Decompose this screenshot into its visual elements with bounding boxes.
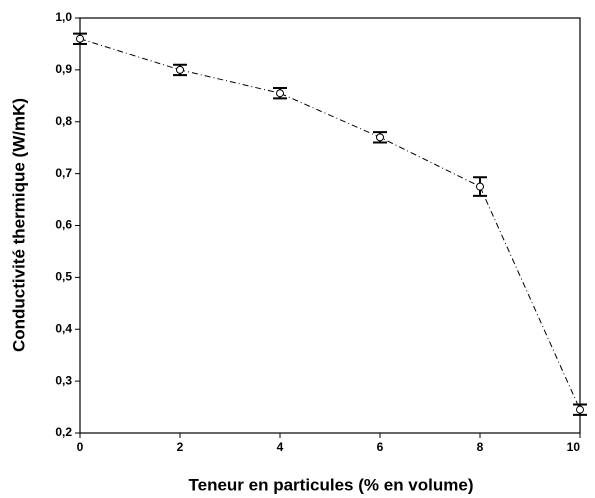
plot-frame — [79, 17, 581, 434]
y-axis-title: Conductivité thermique (W/mK) — [9, 98, 28, 352]
y-tick-label: 0,9 — [55, 62, 72, 76]
y-tick-label: 0,5 — [55, 270, 72, 284]
y-tick-label: 0,8 — [55, 114, 72, 128]
x-axis-title: Teneur en particules (% en volume) — [189, 475, 474, 494]
y-tick-label: 0,2 — [55, 425, 72, 439]
data-point — [576, 405, 584, 414]
x-tick-label: 6 — [377, 440, 384, 454]
data-point — [176, 65, 184, 74]
data-point — [76, 34, 84, 43]
x-tick-label: 10 — [567, 440, 581, 454]
data-point — [476, 182, 484, 191]
y-tick-label: 0,7 — [55, 166, 72, 180]
x-tick-label: 0 — [77, 440, 84, 454]
data-point — [276, 89, 284, 98]
data-point — [376, 133, 384, 142]
data-line — [79, 38, 581, 410]
y-tick-label: 0,4 — [55, 321, 72, 335]
y-tick-label: 1,0 — [55, 10, 72, 24]
x-tick-label: 4 — [277, 440, 284, 454]
x-tick-label: 8 — [477, 440, 484, 454]
y-tick-label: 0,6 — [55, 218, 72, 232]
y-tick-label: 0,3 — [55, 373, 72, 387]
x-tick-label: 2 — [177, 440, 184, 454]
